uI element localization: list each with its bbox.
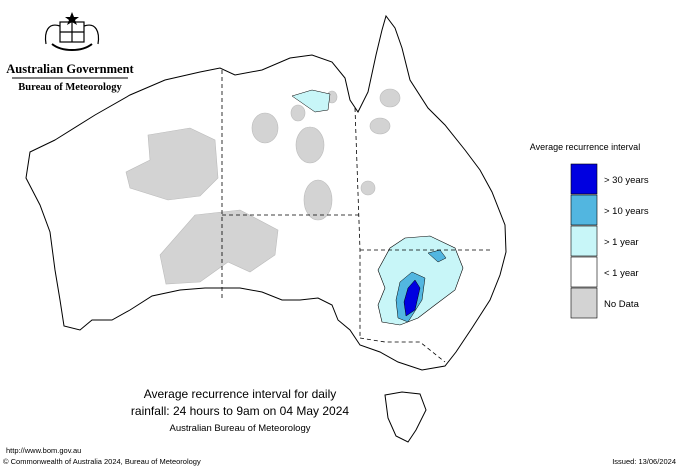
- legend-label: > 1 year: [604, 237, 639, 248]
- footer-copyright: © Commonwealth of Australia 2024, Bureau…: [3, 457, 201, 466]
- caption-line: rainfall: 24 hours to 9am on 04 May 2024: [131, 404, 349, 418]
- australia-map: [25, 14, 507, 443]
- legend-label: > 10 years: [604, 206, 649, 217]
- legend-label: < 1 year: [604, 268, 639, 279]
- footer-issued: Issued: 13/06/2024: [612, 457, 676, 466]
- agency-title: Bureau of Meteorology: [18, 82, 122, 93]
- legend: > 30 years > 10 years > 1 year < 1 year No D…: [570, 163, 649, 319]
- caption-line: Australian Bureau of Meteorology: [170, 423, 311, 434]
- legend-label: > 30 years: [604, 175, 649, 186]
- footer-url: http://www.bom.gov.au: [6, 446, 81, 455]
- legend-swatch: [570, 225, 598, 257]
- legend-swatch: [570, 287, 598, 319]
- legend-title: Average recurrence interval: [530, 142, 640, 152]
- legend-label: No Data: [604, 299, 640, 310]
- legend-swatch: [570, 256, 598, 288]
- legend-swatch: [570, 194, 598, 226]
- caption-line: Average recurrence interval for daily: [144, 387, 337, 401]
- crest-logo: [44, 12, 100, 51]
- government-title: Australian Government: [6, 62, 134, 76]
- legend-swatch: [570, 163, 598, 195]
